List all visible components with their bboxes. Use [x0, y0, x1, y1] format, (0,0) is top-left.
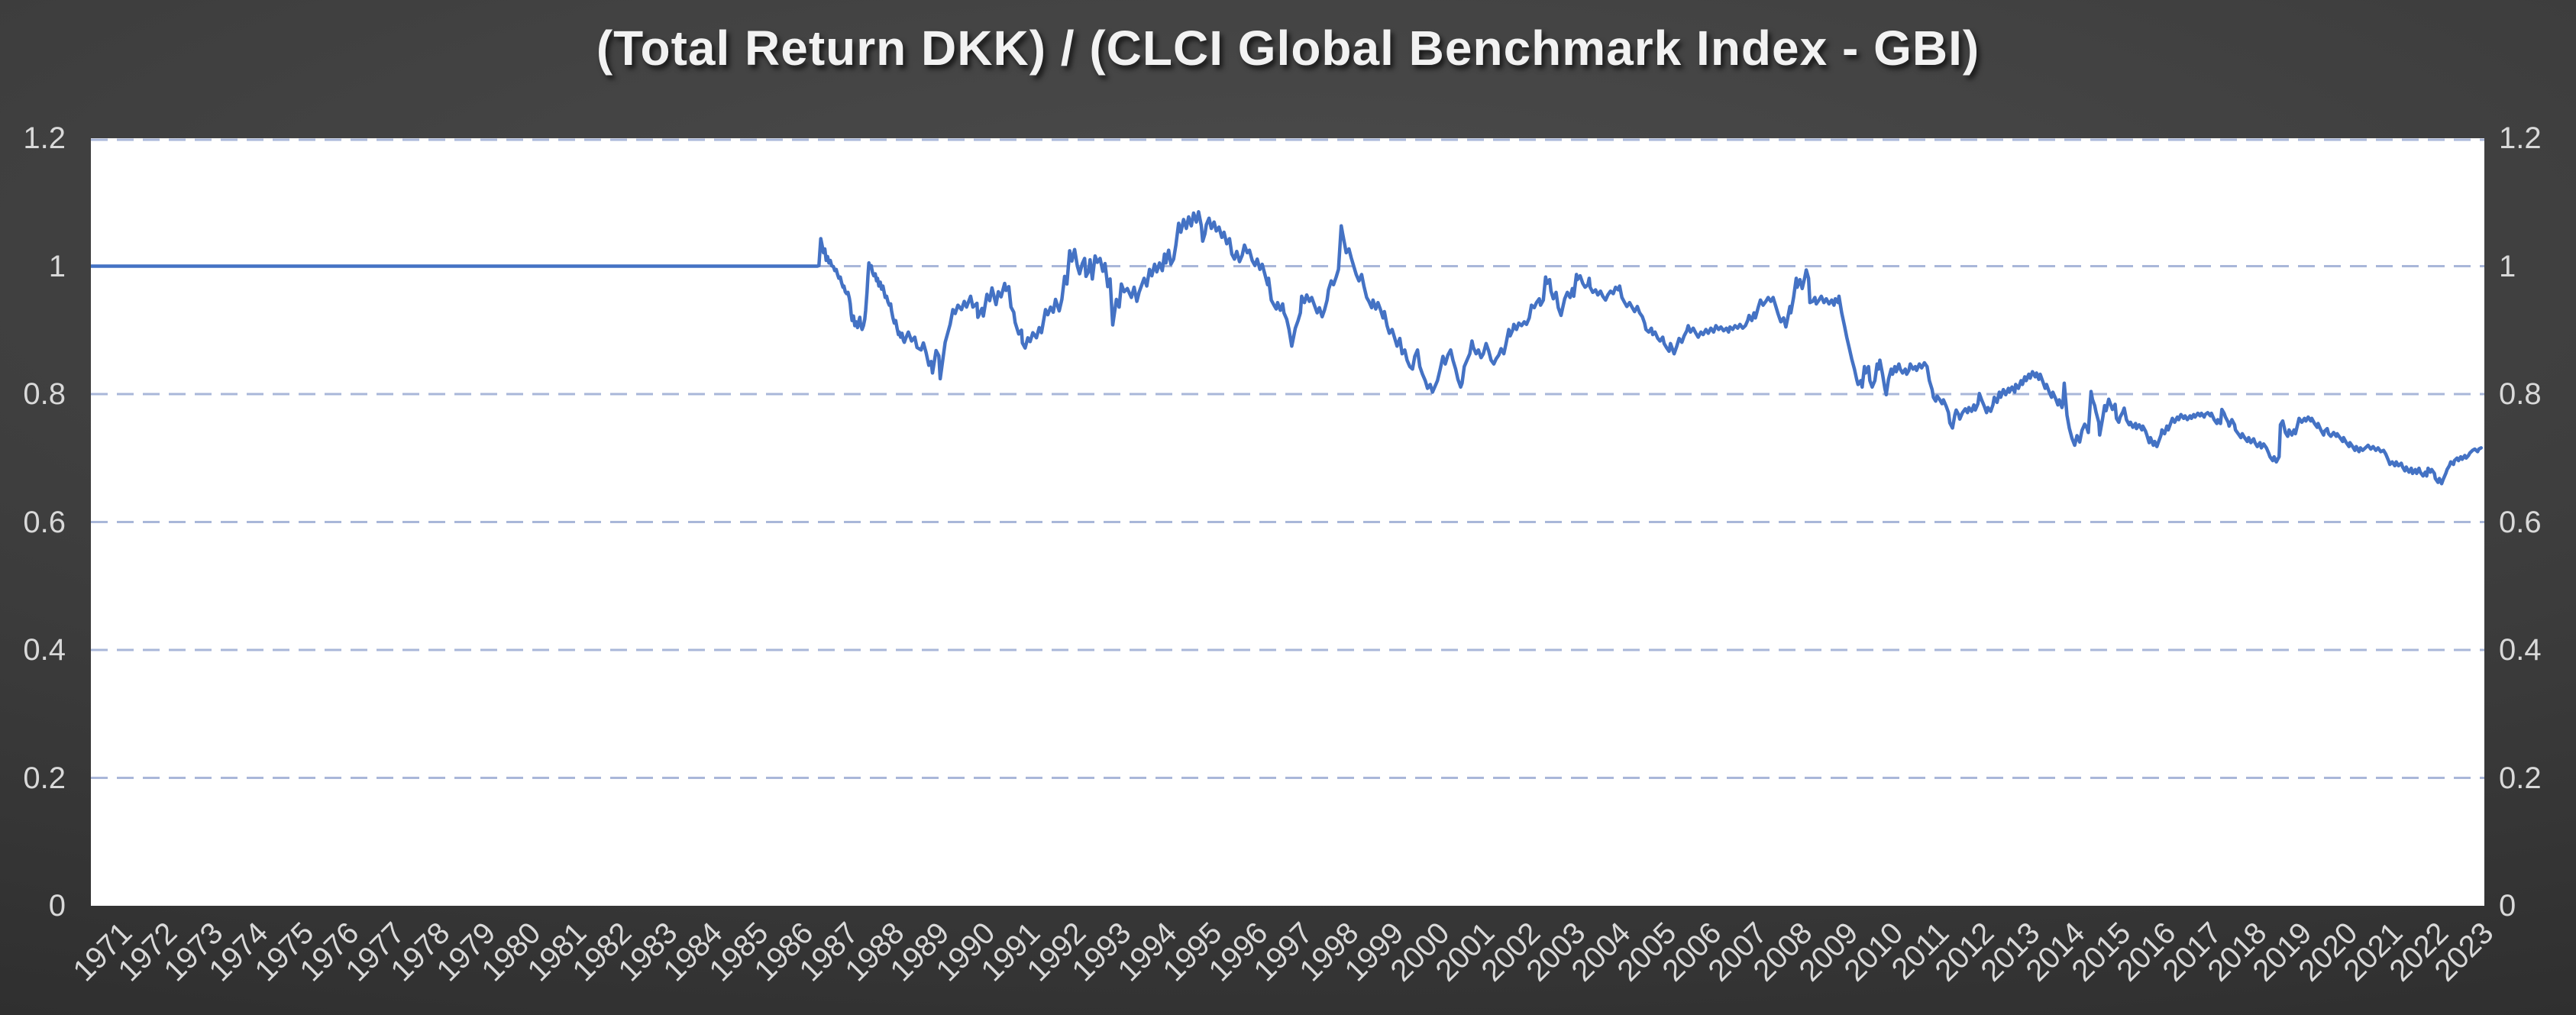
plot-area	[91, 138, 2484, 906]
chart-title: (Total Return DKK) / (CLCI Global Benchm…	[596, 21, 1980, 76]
series-line	[91, 210, 2484, 486]
y-axis-label-left: 0.6	[23, 506, 66, 539]
y-axis-label-left: 1.2	[23, 121, 66, 155]
y-axis-label-right: 0.6	[2499, 506, 2542, 539]
y-axis-label-left: 0.8	[23, 377, 66, 411]
y-axis-label-right: 0.8	[2499, 377, 2542, 411]
y-axis-label-left: 0.4	[23, 633, 66, 667]
y-axis-label-left: 0.2	[23, 761, 66, 795]
y-axis-label-right: 0.2	[2499, 761, 2542, 795]
y-axis-label-right: 0.4	[2499, 633, 2542, 667]
y-axis-label-left: 0	[48, 889, 66, 923]
y-axis-label-right: 0	[2499, 889, 2516, 923]
line-chart-canvas	[91, 138, 2484, 779]
y-axis-label-right: 1.2	[2499, 121, 2542, 155]
y-axis-label-left: 1	[48, 250, 66, 283]
y-axis-label-right: 1	[2499, 250, 2516, 283]
